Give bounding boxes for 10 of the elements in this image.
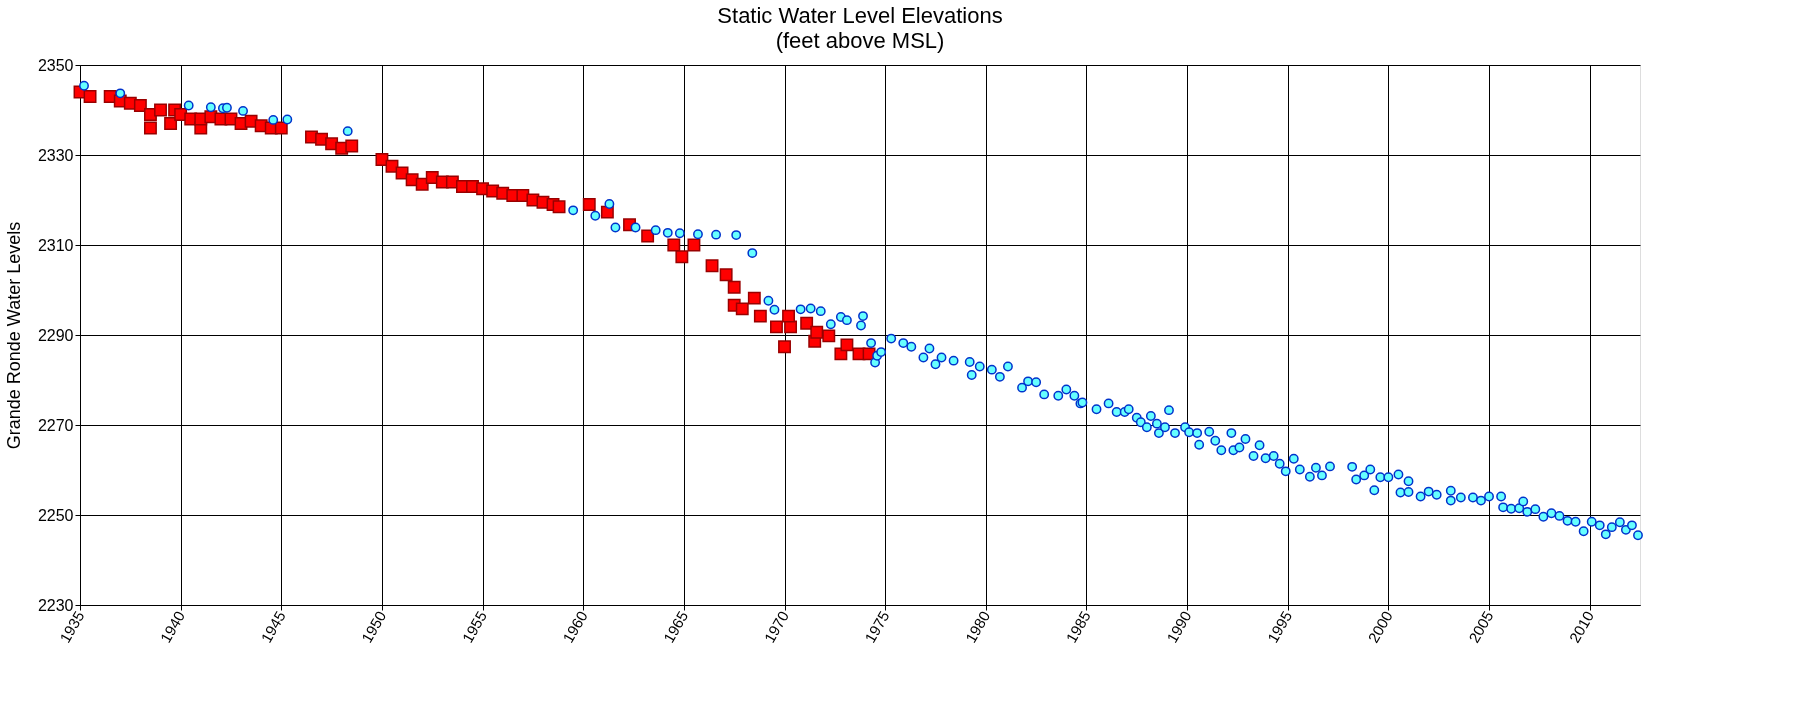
chart-title: Static Water Level Elevations: [717, 3, 1003, 28]
y-axis-title: Grande Ronde Water Levels: [3, 221, 24, 450]
y-tick-label: 2310: [37, 236, 74, 254]
y-tick-label: 2290: [37, 326, 74, 344]
chart-subtitle: (feet above MSL): [775, 28, 945, 53]
y-tick-label: 2330: [37, 146, 74, 164]
y-tick-label: 2270: [37, 416, 74, 434]
y-tick-label: 2350: [37, 56, 74, 74]
y-tick-label: 2230: [37, 596, 74, 614]
y-tick-label: 2250: [37, 506, 74, 524]
